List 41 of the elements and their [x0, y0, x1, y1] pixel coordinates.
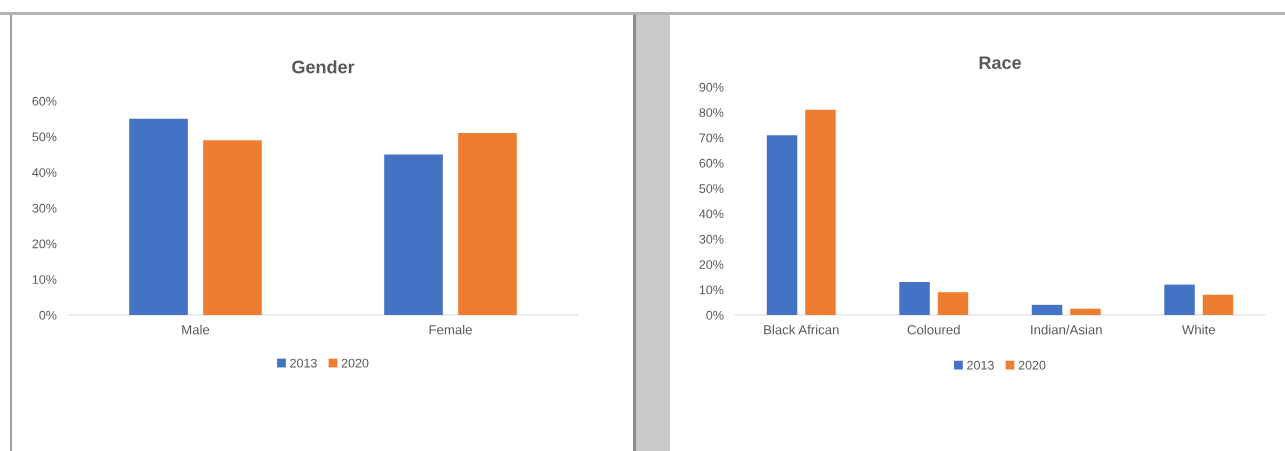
x-tick-label: Coloured	[907, 324, 960, 335]
legend-label: 2013	[967, 360, 994, 370]
y-tick-label: 80%	[699, 108, 724, 117]
y-tick-label: 90%	[699, 82, 724, 92]
bar	[384, 154, 443, 315]
y-tick-label: 10%	[699, 285, 724, 295]
y-tick-label: 60%	[32, 96, 57, 106]
bar	[129, 118, 188, 315]
y-tick-label: 20%	[699, 260, 724, 269]
legend-label: 2020	[341, 358, 369, 368]
bar	[1164, 284, 1195, 315]
y-tick-label: 30%	[699, 234, 724, 244]
y-tick-label: 10%	[32, 275, 57, 284]
y-tick-label: 30%	[32, 203, 57, 213]
y-tick-label: 40%	[32, 168, 57, 177]
chart-title: Gender	[292, 60, 355, 74]
x-tick-label: Indian/Asian	[1031, 324, 1102, 335]
bar	[1070, 308, 1101, 315]
y-tick-label: 0%	[39, 310, 57, 320]
bar	[203, 140, 262, 315]
bar	[1031, 304, 1063, 315]
x-tick-label: Female	[429, 324, 472, 335]
legend-label: 2013	[290, 358, 317, 368]
y-tick-label: 0%	[706, 310, 724, 320]
x-tick-label: White	[1181, 324, 1216, 335]
bar	[805, 109, 836, 315]
y-tick-label: 60%	[699, 158, 724, 168]
y-tick-label: 70%	[699, 133, 724, 143]
bar	[937, 292, 969, 315]
y-tick-label: 50%	[32, 132, 57, 142]
y-tick-label: 50%	[699, 184, 724, 193]
bar	[458, 133, 517, 315]
x-tick-label: Male	[182, 324, 210, 335]
bar	[1202, 294, 1234, 315]
y-tick-label: 40%	[699, 209, 724, 219]
chart-title: Race	[979, 56, 1021, 70]
bar	[899, 282, 930, 315]
x-tick-label: Black African	[764, 324, 839, 335]
legend-label: 2020	[1018, 360, 1046, 370]
bar	[766, 135, 798, 315]
y-tick-label: 20%	[32, 239, 57, 249]
